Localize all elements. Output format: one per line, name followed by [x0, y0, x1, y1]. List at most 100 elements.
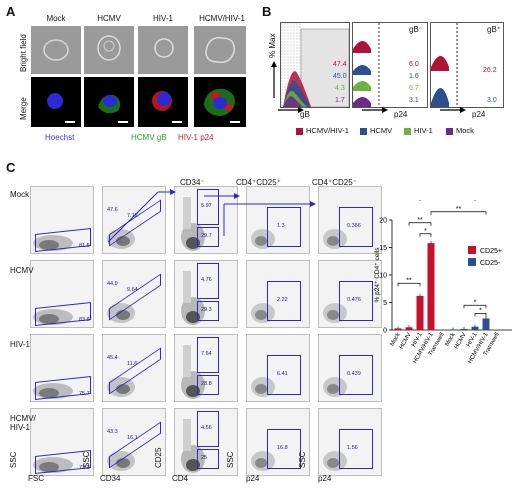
- value-cd34neg: 44.9: [107, 281, 118, 287]
- bar-CD25--7: [471, 326, 479, 330]
- value-cd25neg: 25: [201, 455, 208, 461]
- value-p24: 0.476: [347, 297, 361, 303]
- legend-hoechst: Hoechst: [45, 133, 75, 142]
- value-p24: 1.56: [347, 445, 358, 451]
- density-cloud: [323, 303, 347, 323]
- legend-hiv-p24: HIV-1 p24: [178, 133, 214, 142]
- value-lymph: 81.5: [79, 243, 90, 249]
- brightfield-hiv-image: [138, 26, 188, 74]
- bar-CD25--6: [460, 328, 468, 330]
- x-axis-arrow-icon: [278, 107, 304, 113]
- legend-swatch-mock: [446, 128, 453, 135]
- gate-p24: [267, 207, 301, 247]
- density-cloud: [181, 345, 205, 399]
- flow-plot-r2-c4: 2.22: [246, 260, 310, 328]
- gate-cd25neg: [197, 227, 219, 247]
- bar-CD25+-1: [405, 327, 413, 330]
- legend-swatch-1: [468, 258, 476, 266]
- flow-plot-r2-c1: 83.8: [30, 260, 94, 328]
- y-tick-label: 5: [383, 300, 387, 307]
- legend-swatch-0: [468, 246, 476, 254]
- gate-p24: [267, 429, 301, 469]
- gate-cd25pos: [197, 189, 219, 225]
- density-cloud: [107, 451, 135, 471]
- merge-mock-image: [31, 77, 81, 127]
- gate-cd25pos: [197, 411, 219, 447]
- density-cloud: [33, 457, 73, 473]
- value-cd25neg: 29.7: [201, 233, 212, 239]
- histogram-ylabel: % Max: [268, 33, 277, 58]
- value-cd34neg: 47.6: [107, 207, 118, 213]
- flow-plot-r1-c2: 47.6 7.12: [102, 186, 166, 254]
- gate-p24: [267, 355, 301, 395]
- flow-plot-r1-c1: 81.5: [30, 186, 94, 254]
- flow-plot-r3-c3: 7.64 28.8: [174, 334, 238, 402]
- col-header-cd4-cd25pos: CD4⁺CD25⁺: [236, 178, 281, 187]
- row-label-hcmv: HCMV: [10, 266, 34, 275]
- value-p24: 0.386: [347, 223, 361, 229]
- density-cloud: [323, 451, 347, 471]
- y-tick-label: 0: [383, 328, 387, 335]
- axis-cd34: CD34: [100, 474, 121, 483]
- histogram-p24-gbneg: gB⁻ 6.0 1.6 6.7 3.1: [352, 22, 428, 108]
- density-cloud: [251, 303, 275, 323]
- legend-swatch-hcmv-hiv: [296, 128, 303, 135]
- row-merge: Merge: [19, 97, 28, 120]
- row-label-hiv: HIV-1: [10, 340, 31, 349]
- hist2-value-2: 1.6: [409, 73, 419, 80]
- flow-plot-r2-c3: 4.76 29.3: [174, 260, 238, 328]
- sig-bracket-6: [463, 304, 487, 309]
- y-tick-label: 15: [379, 245, 387, 252]
- histogram-gb: 47.4 45.0 4.3 1.7: [280, 22, 350, 108]
- legend-label-1: CD25-: [480, 260, 501, 267]
- brightfield-hcmv-image: [84, 26, 134, 74]
- density-cloud: [181, 419, 205, 473]
- legend-hcmv-gb: HCMV gB: [131, 133, 167, 142]
- merge-hcmv-image: [84, 77, 134, 127]
- hist1-value-3: 4.3: [335, 85, 345, 92]
- sig-bracket-1: [419, 233, 432, 237]
- panel-b-label: B: [262, 4, 272, 19]
- density-cloud: [251, 451, 275, 471]
- density-cloud: [323, 377, 347, 397]
- density-cloud: [181, 271, 205, 325]
- axis-ssc-4: SSC: [298, 451, 307, 468]
- gate-cd25neg: [197, 375, 219, 395]
- brightfield-hcmv-hiv-image: [194, 26, 246, 74]
- flow-plot-r4-c2: 43.3 16.1: [102, 408, 166, 476]
- sig-bracket-7-label: *: [479, 308, 482, 315]
- hist1-value-2: 45.0: [333, 73, 347, 80]
- merge-hiv-image: [138, 77, 188, 127]
- flow-plot-r4-c4: 16.8: [246, 408, 310, 476]
- density-cloud: [107, 303, 135, 323]
- x-axis-arrow-icon-3: [440, 107, 466, 113]
- axis-ssc-2: SSC: [82, 451, 91, 468]
- value-cd25neg: 28.8: [201, 381, 212, 387]
- value-cd25neg: 29.3: [201, 307, 212, 313]
- density-cloud: [33, 235, 73, 251]
- gate-pos-label: gB⁺: [487, 25, 502, 34]
- axis-cd4: CD4: [172, 474, 189, 483]
- y-tick-label: 10: [379, 273, 387, 280]
- value-cd34pos: 9.64: [127, 287, 138, 293]
- value-lymph: 83.8: [79, 317, 90, 323]
- bar-CD25+-0: [394, 328, 402, 330]
- sig-bracket-7: [474, 313, 487, 317]
- bar-CD25+-3: [427, 243, 435, 330]
- value-lymph: 75.7: [79, 391, 90, 397]
- sig-bracket-3-label: **: [406, 277, 412, 284]
- value-cd34pos: 16.1: [127, 435, 138, 441]
- value-cd34pos: 7.12: [127, 213, 138, 219]
- x-axis-arrow-icon-2: [362, 107, 388, 113]
- density-cloud: [181, 197, 205, 251]
- hist2-value-3: 6.7: [409, 85, 419, 92]
- bar-CD25--8: [482, 318, 490, 330]
- axis-cd25: CD25: [154, 447, 163, 468]
- flow-plot-r1-c3: 5.97 29.7: [174, 186, 238, 254]
- gate-p24: [339, 207, 373, 247]
- row-label-mock: Mock: [10, 190, 30, 199]
- gate-p24: [339, 281, 373, 321]
- density-cloud: [33, 383, 73, 399]
- value-cd25pos: 5.97: [201, 203, 212, 209]
